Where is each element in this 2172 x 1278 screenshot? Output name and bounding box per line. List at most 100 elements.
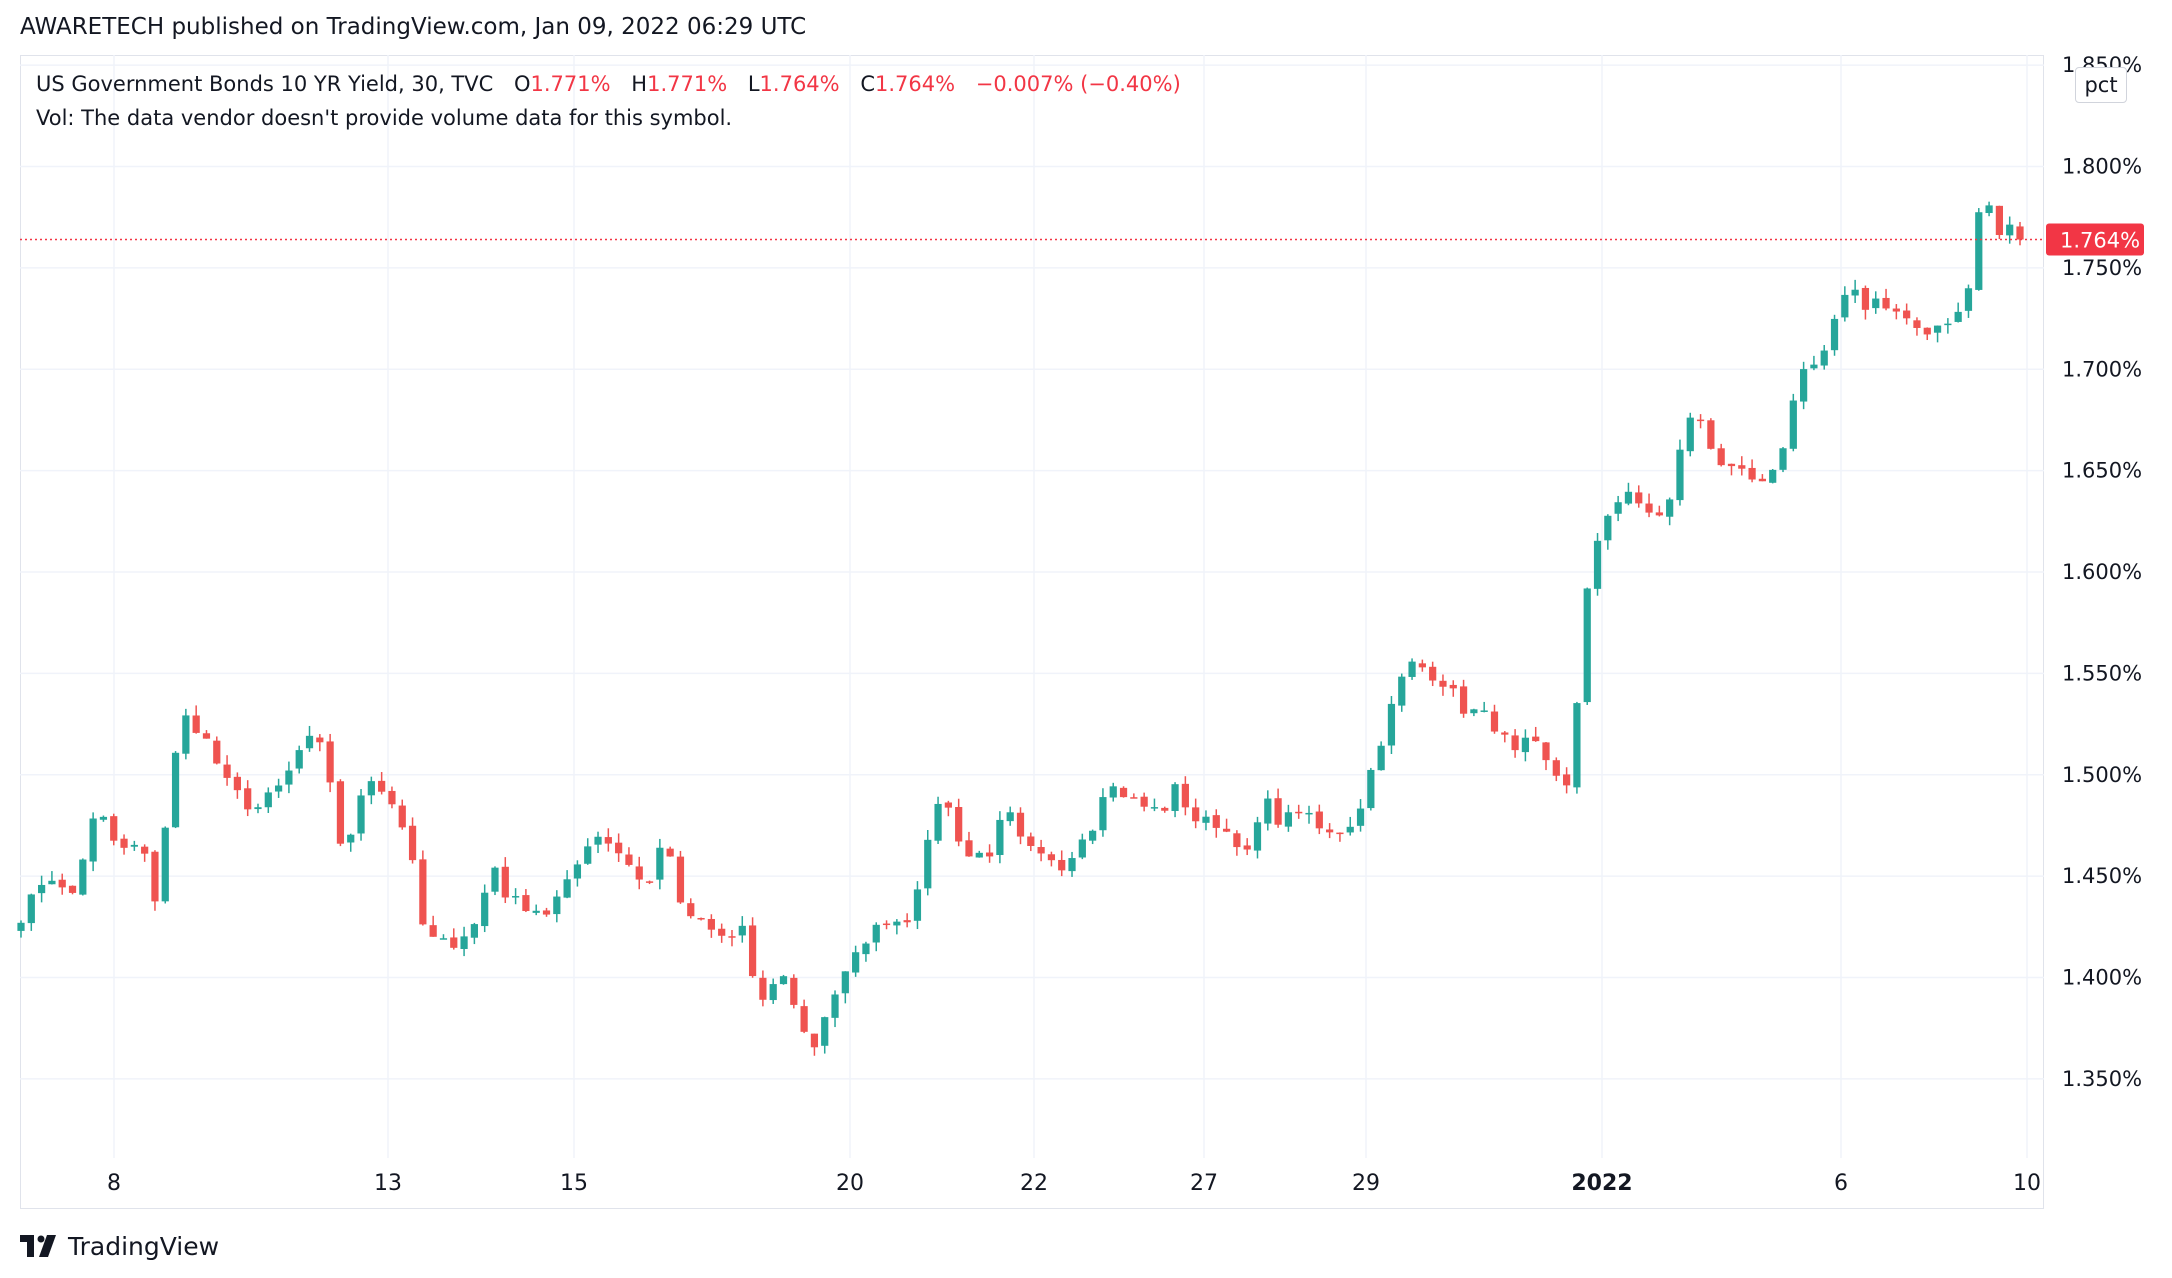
candle-0 [17,920,25,938]
candle-169 [1758,474,1767,482]
candle-108 [1130,793,1138,799]
high-label: H [631,72,648,96]
candle-body [1429,666,1437,681]
candle-body [491,867,499,892]
candle-25 [274,778,283,798]
candle-body [1738,465,1746,469]
candle-body [367,781,375,796]
candle-138 [1439,674,1447,696]
candle-4 [58,873,66,895]
candle-body [1439,680,1447,687]
candle-body [1058,859,1066,871]
candle-body [1666,499,1674,517]
candle-body [1769,469,1777,483]
candle-88 [924,829,932,896]
candle-29 [316,734,324,752]
candle-20 [223,755,231,786]
candle-52 [553,890,561,923]
candle-body [1521,737,1530,753]
candle-33 [357,789,365,841]
candle-body [852,952,860,973]
candle-101 [1058,850,1066,877]
candle-97 [1016,807,1025,845]
candle-185 [1923,327,1931,341]
candle-94 [985,844,994,863]
candle-body [913,889,922,921]
candle-89 [934,796,942,844]
candle-body [862,943,870,955]
candle-body [1645,503,1653,513]
candle-171 [1779,447,1787,473]
candle-127 [1326,823,1334,839]
candle-body [326,741,334,783]
candle-55 [584,838,592,865]
candle-180 [1872,291,1880,314]
symbol-name[interactable]: US Government Bonds 10 YR Yield, 30, TVC [36,72,494,96]
candle-body [161,827,169,902]
candle-body [17,922,25,931]
change-value: −0.007% (−0.40%) [975,72,1181,96]
candle-106 [1109,782,1117,802]
candle-109 [1140,792,1148,812]
candle-62 [656,838,664,890]
candle-167 [1738,456,1746,476]
candle-body [687,903,695,917]
candle-69 [728,930,736,947]
candle-body [1882,297,1890,309]
candle-body [1346,826,1354,833]
candle-156 [1624,482,1633,506]
candle-187 [1944,318,1952,334]
candle-body [213,740,221,764]
candle-body [1387,703,1396,746]
candle-body [522,895,530,912]
candle-body [1913,320,1921,328]
candle-168 [1748,459,1756,483]
candle-body [1377,745,1385,771]
time-tick-label: 22 [1020,1171,1048,1196]
candle-body [1171,784,1179,811]
tradingview-logo[interactable]: TradingView [20,1228,219,1264]
candle-body [594,836,602,845]
candle-103 [1078,833,1086,860]
chart-pane[interactable] [20,55,2044,1209]
candle-body [151,851,159,902]
candle-body [985,852,994,857]
candle-body [975,852,983,858]
candle-body [1954,311,1962,322]
candle-body [1027,836,1035,846]
symbol-legend[interactable]: US Government Bonds 10 YR Yield, 30, TVC… [36,72,1181,96]
candle-28 [305,725,314,752]
candle-body [1841,294,1849,318]
candle-body [573,864,582,879]
candle-body [553,896,561,915]
unit-button[interactable]: pct [2075,67,2127,103]
candle-113 [1181,776,1189,816]
candle-body [1078,839,1086,858]
candle-body [738,925,746,936]
candle-body [378,780,386,792]
candle-body [1181,783,1189,808]
candle-body [419,859,427,925]
candle-body [1006,812,1014,822]
open-label: O [513,72,531,96]
candle-2 [38,875,46,903]
candle-body [1367,769,1375,809]
candle-57 [604,828,612,852]
candle-body [1089,830,1097,841]
candle-body [841,971,849,994]
candle-46 [491,866,499,896]
candle-body [728,936,736,938]
candle-body [1305,812,1313,815]
candle-110 [1150,798,1159,812]
candle-56 [594,831,602,854]
candle-132 [1377,741,1385,771]
candle-body [1295,811,1303,814]
candle-body [1789,400,1797,449]
candle-77 [810,1033,819,1056]
candle-80 [841,971,849,1004]
candle-body [511,896,520,898]
candle-body [357,795,365,834]
candle-body [233,776,241,791]
candle-body [1851,289,1859,296]
